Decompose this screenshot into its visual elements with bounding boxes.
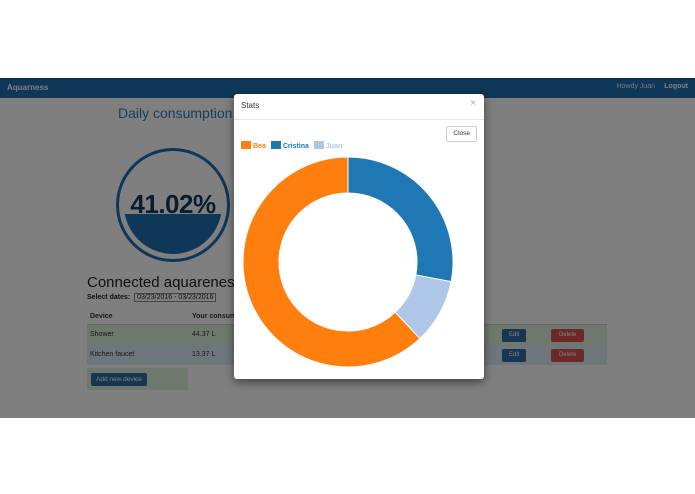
legend-label: Juan xyxy=(325,143,343,150)
legend-label: Bea xyxy=(253,143,266,150)
donut-chart xyxy=(242,156,454,368)
legend-item-cristina[interactable]: Cristina xyxy=(270,141,309,150)
legend-swatch xyxy=(241,141,251,149)
legend-label: Cristina xyxy=(282,143,309,150)
app-screen: Aquarness Howdy Juan Logout Daily consum… xyxy=(0,78,695,418)
legend-swatch xyxy=(313,141,324,149)
donut-slice-cristina[interactable] xyxy=(347,156,454,283)
legend-item-juan[interactable]: Juan xyxy=(313,141,343,150)
modal-header: Stats × xyxy=(234,94,484,120)
stats-modal: Stats × Close Bea Cristina Juan xyxy=(234,94,484,379)
chart-legend: Bea Cristina Juan xyxy=(241,141,347,150)
legend-item-bea[interactable]: Bea xyxy=(241,141,266,150)
close-button[interactable]: Close xyxy=(446,126,477,142)
donut-slice-bea[interactable] xyxy=(242,156,421,368)
modal-title: Stats xyxy=(241,101,260,110)
legend-swatch xyxy=(270,141,281,149)
close-icon[interactable]: × xyxy=(470,98,476,109)
